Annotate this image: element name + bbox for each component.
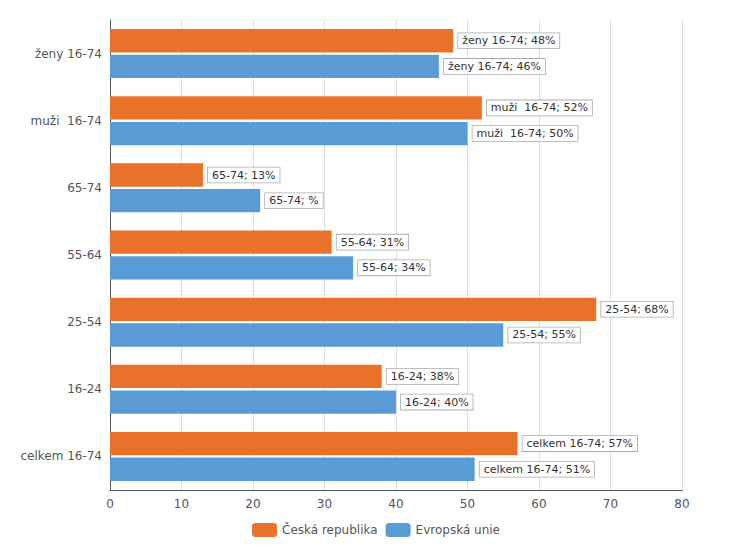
svg-text:ženy 16-74: ženy 16-74 [35,47,102,61]
svg-text:25-54: 25-54 [67,315,102,329]
svg-text:25-54; 55%: 25-54; 55% [512,328,576,341]
svg-text:celkem 16-74; 57%: celkem 16-74; 57% [527,437,633,450]
svg-text:celkem 16-74; 51%: celkem 16-74; 51% [484,463,590,476]
svg-text:65-74: 65-74 [67,181,102,195]
svg-text:30: 30 [317,497,332,511]
svg-text:65-74; %: 65-74; % [269,194,319,207]
svg-text:muži 16-74; 50%: muži 16-74; 50% [477,127,574,140]
svg-text:50: 50 [460,497,475,511]
svg-text:55-64; 34%: 55-64; 34% [362,261,426,274]
svg-text:0: 0 [106,497,114,511]
svg-text:muži 16-74: muži 16-74 [31,114,102,128]
svg-text:muži 16-74; 52%: muži 16-74; 52% [491,101,588,114]
svg-text:10: 10 [174,497,189,511]
svg-text:70: 70 [603,497,618,511]
svg-text:Evropská unie: Evropská unie [416,523,500,537]
svg-text:16-24; 38%: 16-24; 38% [391,370,455,383]
svg-text:celkem 16-74: celkem 16-74 [20,449,102,463]
svg-text:40: 40 [388,497,403,511]
svg-text:55-64: 55-64 [67,248,102,262]
svg-text:60: 60 [531,497,546,511]
svg-text:ženy 16-74; 48%: ženy 16-74; 48% [462,34,555,47]
svg-text:55-64; 31%: 55-64; 31% [341,236,405,249]
svg-text:ženy 16-74; 46%: ženy 16-74; 46% [448,60,541,73]
svg-text:80: 80 [674,497,689,511]
svg-text:25-54; 68%: 25-54; 68% [605,303,669,316]
svg-text:20: 20 [245,497,260,511]
svg-text:16-24; 40%: 16-24; 40% [405,396,469,409]
svg-text:16-24: 16-24 [67,382,102,396]
svg-text:65-74; 13%: 65-74; 13% [212,169,276,182]
svg-text:Česká republika: Česká republika [282,522,378,537]
